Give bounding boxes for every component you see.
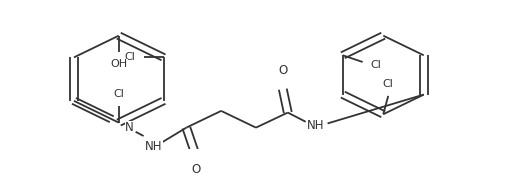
Text: OH: OH (110, 59, 127, 69)
Text: Cl: Cl (383, 79, 393, 89)
Text: O: O (278, 64, 288, 77)
Text: N: N (125, 121, 134, 134)
Text: NH: NH (307, 120, 324, 133)
Text: Cl: Cl (114, 89, 124, 99)
Text: Cl: Cl (371, 60, 382, 70)
Text: NH: NH (145, 140, 162, 153)
Text: O: O (192, 163, 201, 176)
Text: Cl: Cl (125, 52, 136, 62)
